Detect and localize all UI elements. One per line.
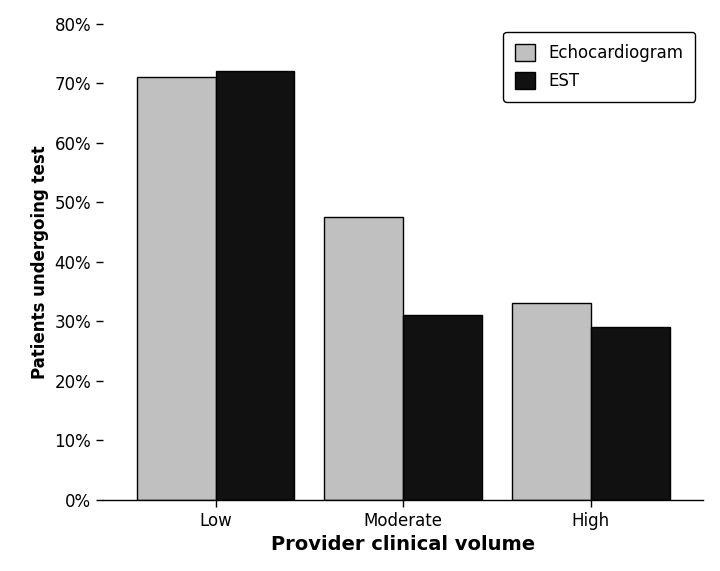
Y-axis label: Patients undergoing test: Patients undergoing test <box>31 145 49 379</box>
Bar <box>403 315 482 500</box>
Bar <box>325 217 403 500</box>
Bar <box>512 304 591 500</box>
Bar <box>137 77 216 500</box>
X-axis label: Provider clinical volume: Provider clinical volume <box>271 536 535 554</box>
Bar <box>216 71 294 500</box>
Bar <box>591 327 670 500</box>
Legend: Echocardiogram, EST: Echocardiogram, EST <box>503 32 695 102</box>
